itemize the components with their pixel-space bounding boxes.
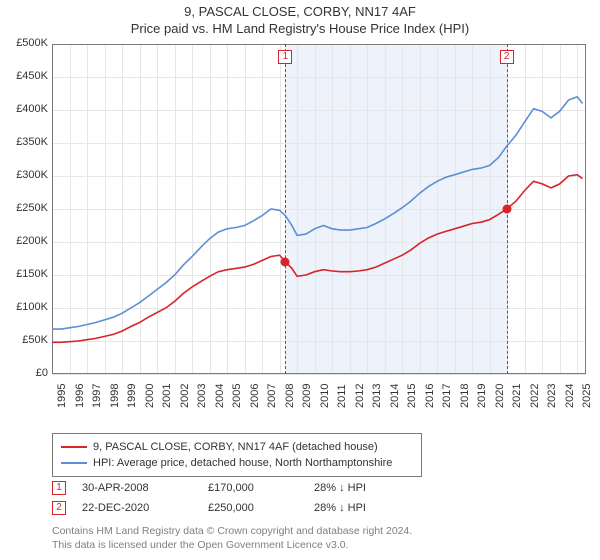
series-svg <box>0 0 600 560</box>
chart-root: 9, PASCAL CLOSE, CORBY, NN17 4AF Price p… <box>0 0 600 560</box>
series-hpi <box>52 97 583 329</box>
series-subject <box>52 175 583 343</box>
